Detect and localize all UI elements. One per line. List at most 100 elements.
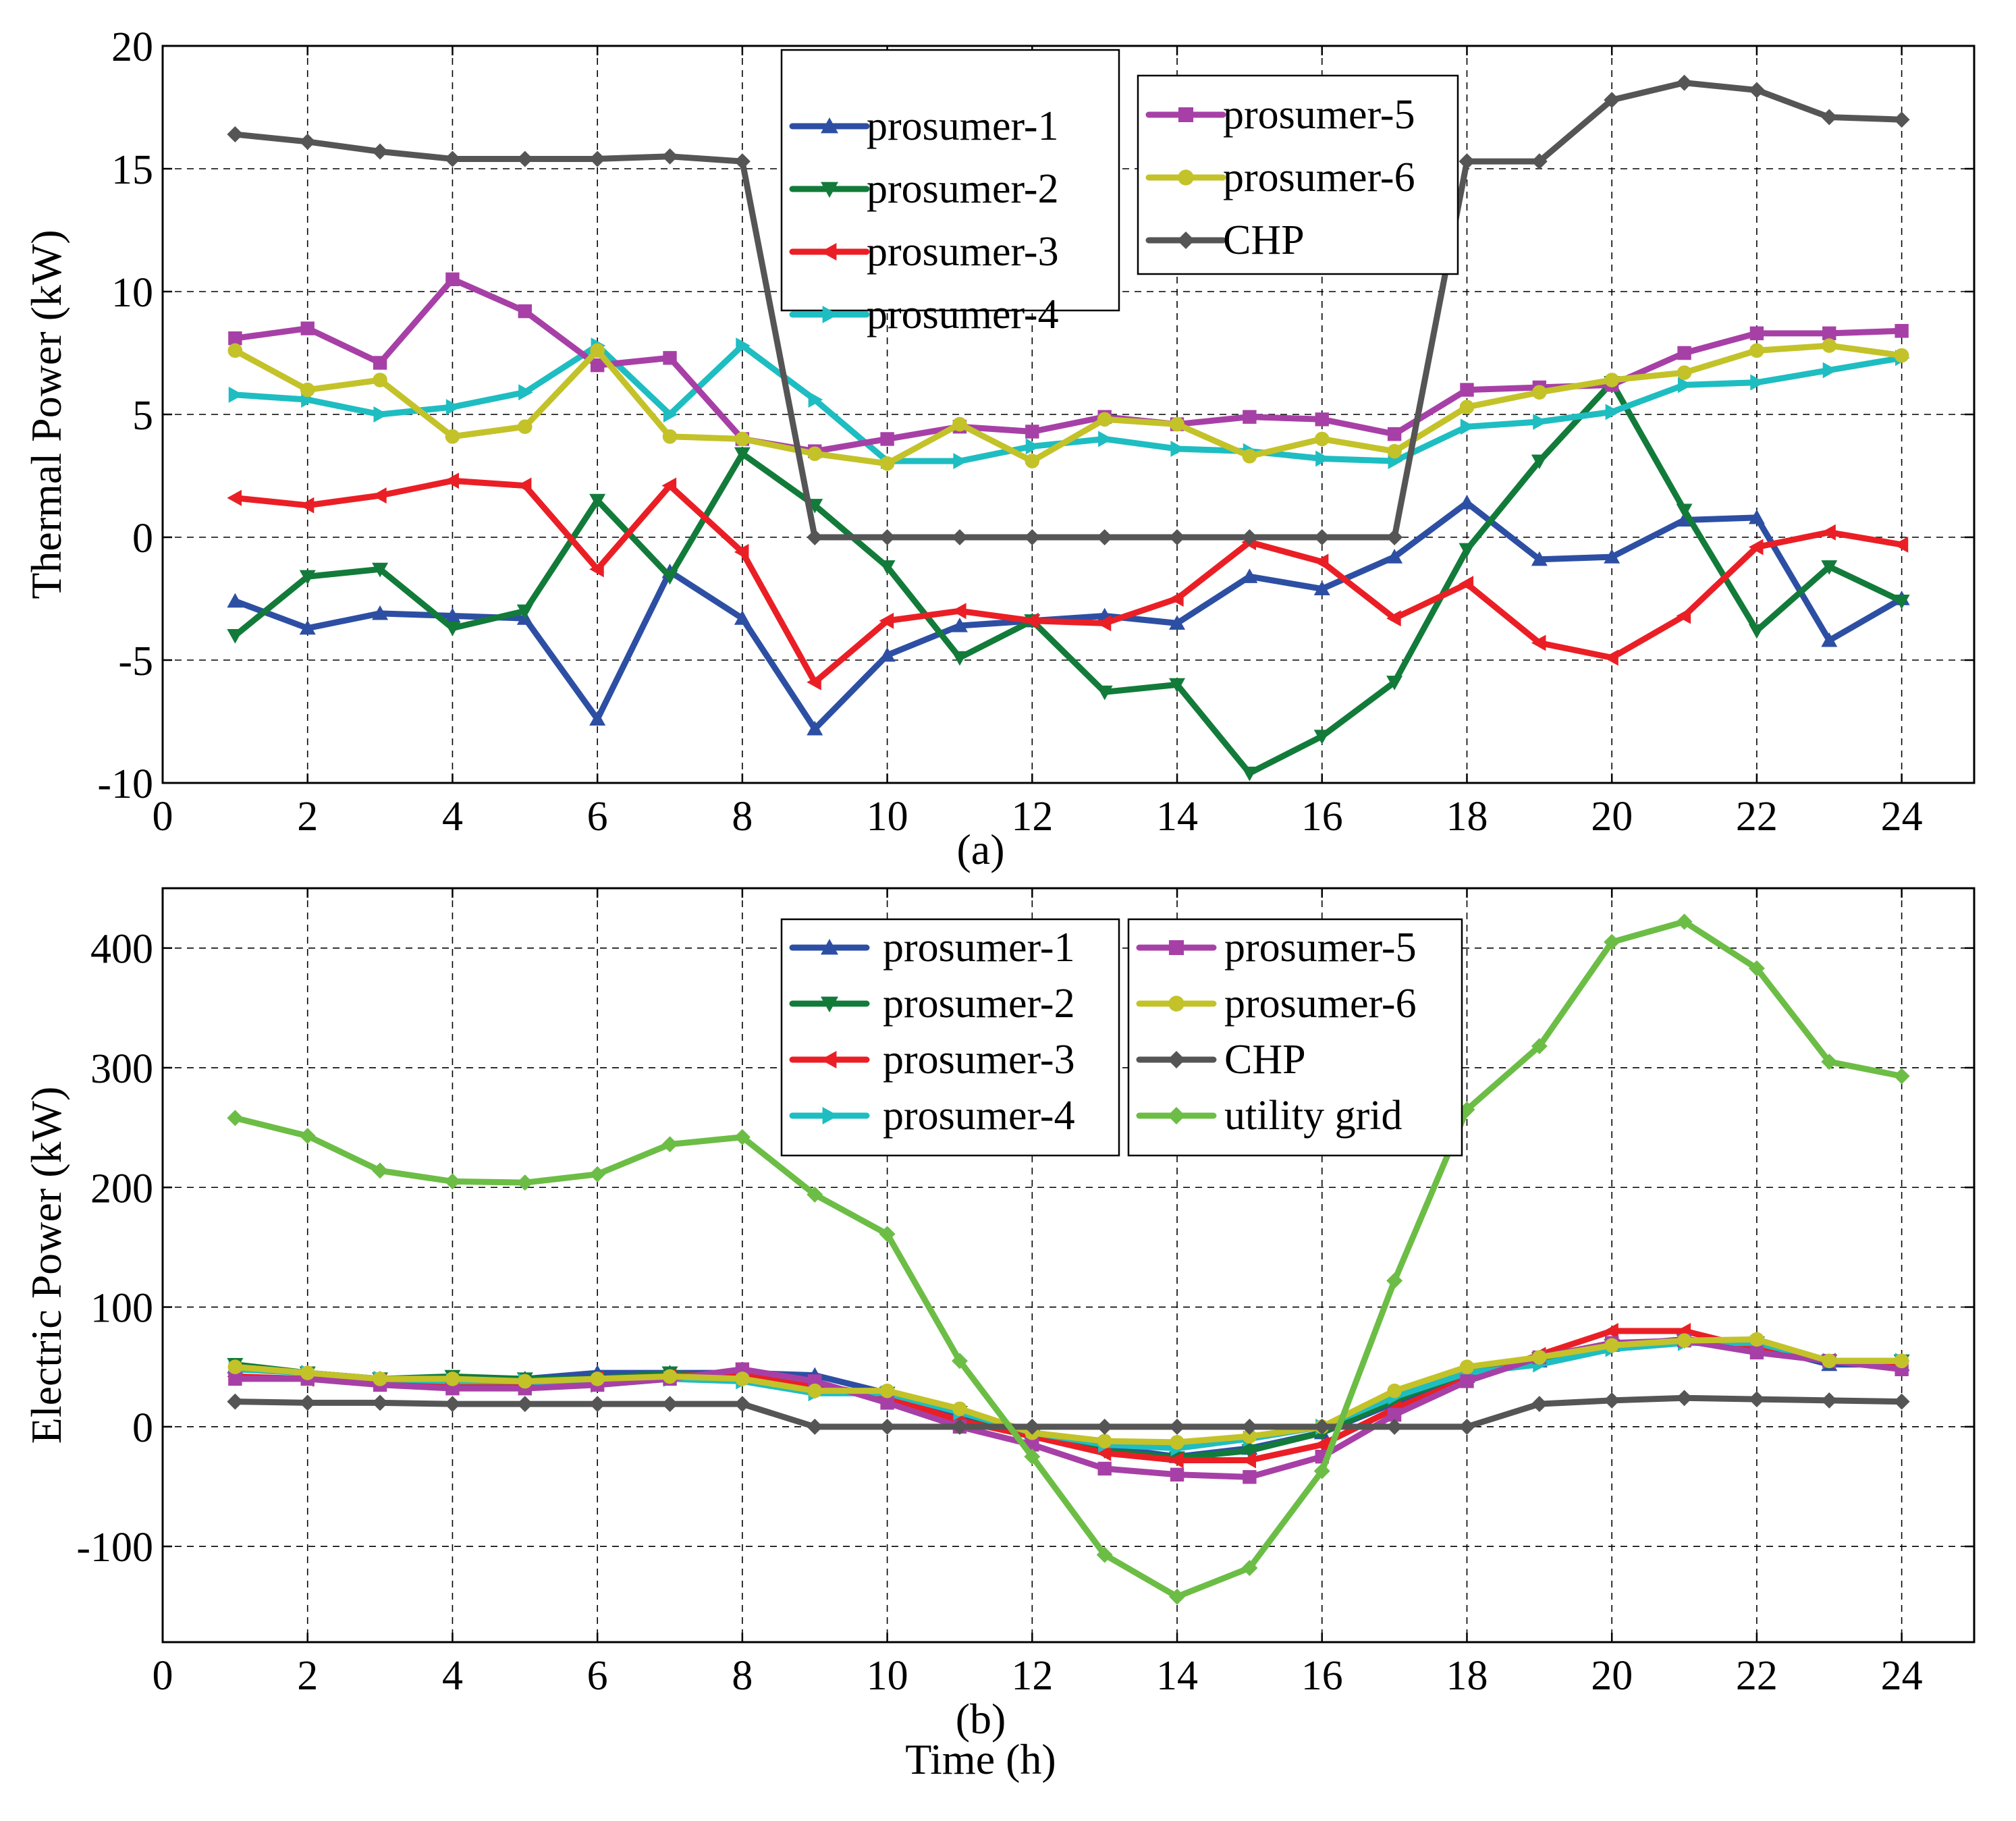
data-point-prosumer-3 (227, 489, 242, 506)
data-point-prosumer-6 (807, 446, 823, 462)
data-point-utility-grid (1676, 913, 1693, 930)
data-point-prosumer-6 (1097, 1434, 1112, 1448)
data-point-utility-grid (1604, 933, 1620, 950)
data-point-prosumer-1 (1459, 495, 1475, 510)
data-point-prosumer-4 (518, 384, 533, 401)
data-point-prosumer-6 (1387, 1383, 1402, 1398)
data-point-prosumer-3 (1821, 524, 1836, 541)
data-point-prosumer-1 (951, 618, 968, 632)
data-point-utility-grid (1169, 1588, 1186, 1605)
data-point-chp (1748, 1391, 1765, 1408)
data-point-chp (1313, 1418, 1330, 1435)
panel-a-legend-2: prosumer-5 prosumer-6 CHP (1137, 74, 1459, 275)
x-tick-label: 22 (1736, 1653, 1778, 1699)
legend-item-prosumer-5: prosumer-5 (1145, 92, 1415, 138)
legend-item-prosumer-1: prosumer-1 (789, 925, 1075, 971)
x-tick-label: 10 (867, 794, 908, 840)
legend-label: utility grid (1224, 1093, 1402, 1139)
data-point-prosumer-2 (734, 447, 751, 462)
legend-swatch-marker (821, 117, 838, 134)
legend-label: prosumer-4 (867, 292, 1059, 337)
data-point-chp (1821, 1392, 1838, 1409)
data-point-prosumer-6 (300, 382, 315, 398)
data-point-prosumer-3 (372, 487, 387, 504)
data-point-utility-grid (227, 1110, 244, 1126)
data-point-prosumer-3 (1096, 615, 1112, 632)
x-tick-label: 2 (297, 794, 318, 840)
data-point-prosumer-4 (1460, 418, 1475, 435)
data-point-prosumer-4 (373, 406, 389, 423)
data-point-prosumer-6 (735, 431, 750, 447)
series-line-prosumer-2 (231, 379, 1905, 776)
data-point-chp (372, 143, 389, 160)
data-point-prosumer-3 (1313, 553, 1329, 570)
data-point-chp (1893, 1393, 1910, 1410)
y-tick-label: 0 (132, 1405, 153, 1451)
data-point-prosumer-6 (1822, 1353, 1837, 1369)
legend-item-prosumer-6: prosumer-6 (1145, 155, 1415, 200)
series-line-prosumer-3 (231, 1328, 1905, 1464)
data-point-chp (227, 126, 244, 143)
legend-item-prosumer-4: prosumer-4 (789, 292, 1059, 337)
data-point-prosumer-5 (1822, 326, 1836, 341)
data-point-prosumer-2 (299, 570, 316, 585)
data-point-chp (444, 1396, 461, 1413)
data-point-prosumer-6 (373, 373, 387, 387)
data-point-prosumer-6 (373, 1371, 387, 1386)
data-point-prosumer-1 (1169, 615, 1186, 630)
data-point-chp (1096, 1418, 1113, 1435)
data-point-prosumer-5 (373, 356, 387, 370)
data-point-prosumer-1 (1241, 568, 1258, 583)
data-point-prosumer-4 (1677, 377, 1693, 393)
panel-a-y-axis-label: Thermal Power (kW) (22, 229, 70, 599)
x-tick-label: 0 (153, 1653, 173, 1699)
data-point-prosumer-3 (879, 612, 894, 629)
x-tick-label: 8 (732, 794, 753, 840)
data-point-prosumer-2 (1241, 766, 1258, 782)
data-point-prosumer-6 (1097, 412, 1112, 427)
legend-label: prosumer-2 (883, 981, 1075, 1027)
data-point-prosumer-3 (1169, 591, 1184, 607)
data-point-prosumer-6 (1314, 431, 1330, 447)
data-point-prosumer-5 (1315, 412, 1329, 427)
series-prosumer-3 (227, 472, 1909, 690)
legend-swatch-marker (1178, 107, 1194, 123)
panel-b-x-axis-label: Time (h) (905, 1735, 1056, 1783)
data-point-chp (1386, 529, 1403, 545)
data-point-prosumer-2 (1241, 1444, 1258, 1459)
y-tick-label: 10 (111, 270, 153, 316)
x-tick-label: 18 (1446, 794, 1488, 840)
legend-item-prosumer-3: prosumer-3 (789, 229, 1059, 275)
series-line-prosumer-6 (231, 342, 1905, 467)
data-point-prosumer-3 (444, 472, 460, 489)
panel-b-plot-frame (161, 887, 1976, 1643)
data-point-prosumer-3 (1096, 1444, 1112, 1461)
legend-item-prosumer-2: prosumer-2 (789, 981, 1075, 1027)
data-point-prosumer-3 (1459, 576, 1474, 593)
legend-label: prosumer-6 (1224, 981, 1417, 1027)
data-point-chp (807, 1418, 823, 1435)
data-point-prosumer-4 (953, 453, 968, 470)
legend-item-prosumer-1: prosumer-1 (789, 103, 1059, 149)
data-point-prosumer-6 (1242, 449, 1257, 464)
data-point-chp (1821, 109, 1838, 126)
data-point-prosumer-6 (662, 1369, 678, 1384)
x-tick-label: 4 (442, 794, 463, 840)
x-tick-label: 10 (867, 1653, 908, 1699)
x-tick-label: 2 (297, 1653, 318, 1699)
data-point-chp (1676, 74, 1693, 91)
series-line-utility-grid (231, 919, 1905, 1600)
data-point-chp (1169, 529, 1186, 545)
data-point-utility-grid (1531, 1038, 1548, 1055)
data-point-prosumer-2 (879, 560, 896, 575)
legend-swatch-marker (1168, 1107, 1185, 1124)
legend-swatch-marker (1168, 996, 1184, 1012)
panel-b-series (227, 913, 1910, 1605)
data-point-prosumer-3 (1169, 1452, 1184, 1469)
legend-item-prosumer-6: prosumer-6 (1136, 981, 1417, 1027)
data-point-chp (1459, 153, 1475, 170)
